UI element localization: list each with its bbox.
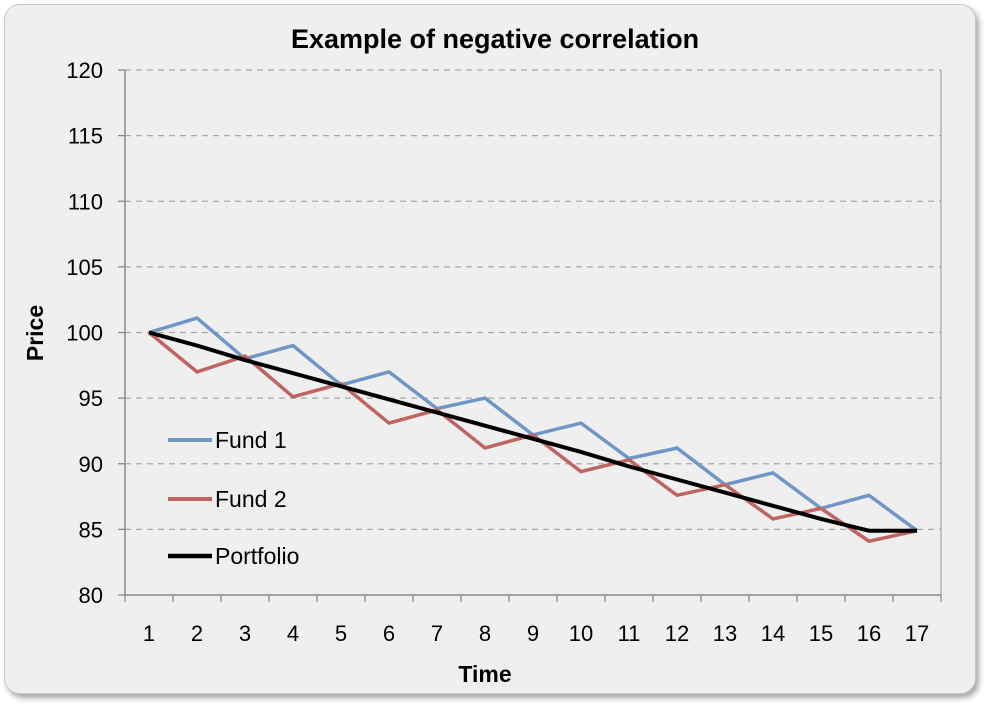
y-tick-labels: 80 85 90 95 100 105 110 115 120 — [66, 58, 103, 608]
legend-label-fund-2: Fund 2 — [215, 486, 287, 512]
x-tick-label-10: 10 — [569, 621, 593, 646]
chart-frame — [4, 4, 976, 694]
grid-lines — [125, 69, 941, 531]
y-tick-label-80: 80 — [79, 583, 103, 608]
y-tick-label-115: 115 — [68, 124, 103, 149]
chart-title: Example of negative correlation — [291, 24, 699, 54]
x-tick-label-3: 3 — [239, 621, 251, 646]
series-line-portfolio — [148, 330, 917, 533]
axes — [118, 69, 942, 602]
x-tick-label-9: 9 — [527, 621, 539, 646]
x-tick-label-8: 8 — [479, 621, 491, 646]
series-line-fund-2 — [147, 331, 918, 544]
legend-label-fund-1: Fund 1 — [215, 427, 287, 453]
y-tick-label-120: 120 — [66, 58, 103, 83]
x-tick-labels: 1 2 3 4 5 6 7 8 9 10 11 12 13 14 15 16 17 — [143, 621, 929, 646]
x-tick-label-14: 14 — [761, 621, 785, 646]
y-axis-title: Price — [22, 305, 48, 361]
x-tick-label-16: 16 — [857, 621, 881, 646]
x-tick-label-4: 4 — [287, 621, 299, 646]
x-tick-label-2: 2 — [191, 621, 203, 646]
y-tick-label-100: 100 — [66, 321, 103, 346]
x-tick-label-13: 13 — [713, 621, 737, 646]
y-tick-label-95: 95 — [79, 386, 103, 411]
series-lines — [147, 316, 919, 544]
y-tick-label-90: 90 — [79, 452, 103, 477]
x-tick-label-6: 6 — [383, 621, 395, 646]
legend: Fund 1 Fund 2 Portfolio — [168, 427, 299, 569]
x-tick-label-12: 12 — [665, 621, 689, 646]
x-axis-title: Time — [458, 661, 511, 687]
y-tick-label-110: 110 — [68, 189, 103, 214]
y-tick-label-85: 85 — [79, 517, 103, 542]
legend-label-portfolio: Portfolio — [215, 543, 299, 569]
x-tick-label-5: 5 — [335, 621, 347, 646]
x-tick-label-7: 7 — [431, 621, 443, 646]
x-tick-label-17: 17 — [905, 621, 929, 646]
x-tick-label-11: 11 — [618, 621, 641, 646]
y-tick-label-105: 105 — [66, 255, 103, 280]
x-tick-label-1: 1 — [143, 621, 155, 646]
x-tick-label-15: 15 — [809, 621, 833, 646]
